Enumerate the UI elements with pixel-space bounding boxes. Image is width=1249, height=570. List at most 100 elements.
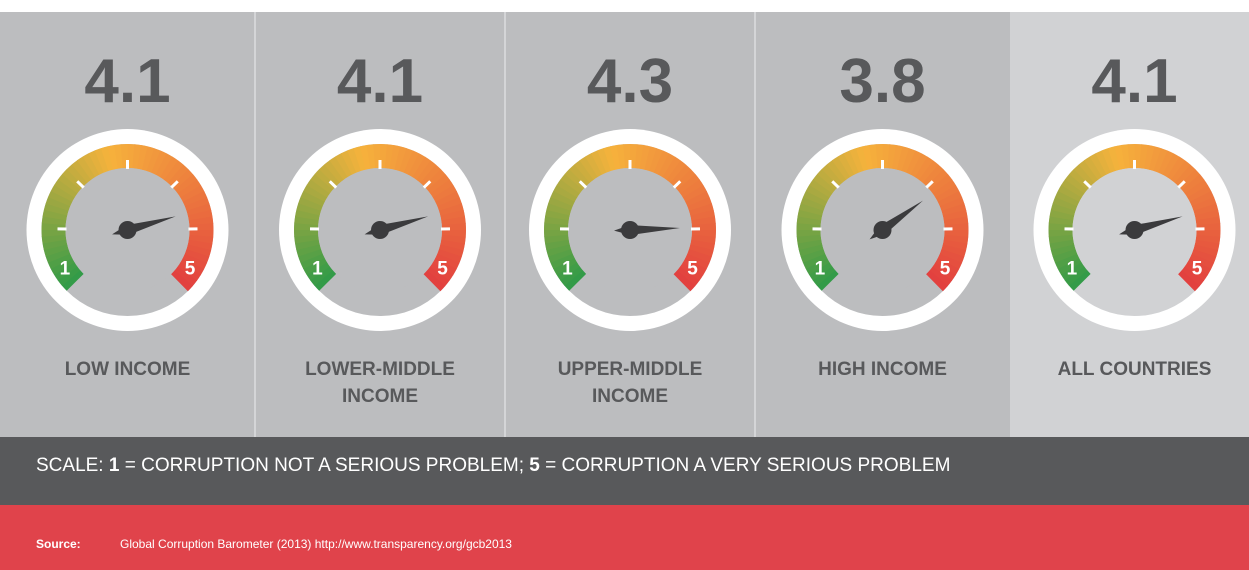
gauge-arc — [412, 156, 432, 181]
gauge-arc — [54, 178, 78, 198]
gauge-arc — [797, 209, 823, 221]
gauge-tick — [1083, 180, 1092, 189]
gauge-arc — [1095, 150, 1112, 175]
gauge-arc — [1139, 144, 1149, 169]
gauge-arc — [42, 209, 68, 221]
gauge-arc — [556, 262, 580, 281]
gauge-arc — [1061, 178, 1085, 198]
gauge-arc — [941, 203, 967, 216]
gauge-arc — [926, 169, 949, 191]
gauge-arc — [812, 173, 836, 194]
gauge-arc — [1187, 185, 1212, 203]
gauge-arc — [403, 150, 420, 175]
gauge-arc — [432, 185, 457, 203]
needle-hub — [118, 221, 137, 239]
gauge-arc — [1054, 253, 1080, 270]
gauge-arc — [1189, 253, 1214, 270]
gauge-arc — [1073, 164, 1095, 187]
gauge-arc — [427, 174, 450, 194]
gauge-arc — [82, 153, 100, 178]
gauge-arc — [1191, 249, 1217, 264]
gauge-arc — [685, 190, 710, 207]
gauge-min-label: 1 — [562, 259, 573, 280]
gauge-arc — [1050, 202, 1076, 216]
gauge-arc — [1170, 160, 1191, 184]
gauge-tick — [831, 180, 840, 189]
gauge-min-label: 1 — [60, 259, 71, 280]
value-label: 4.1 — [337, 47, 423, 116]
gauge-arc — [1060, 262, 1085, 281]
gauge-arc — [384, 144, 395, 169]
gauge-arc — [423, 169, 446, 191]
gauge-arc — [429, 262, 454, 282]
scale-band — [0, 437, 1249, 505]
gauge-arc — [1193, 244, 1219, 258]
gauge-arc — [53, 262, 78, 281]
gauge-arc — [441, 234, 466, 245]
gauge-arc — [294, 229, 319, 237]
gauge-arc — [177, 179, 202, 198]
gauge-arc — [310, 266, 333, 286]
gauge-arc — [1184, 262, 1208, 282]
gauge-arc — [690, 239, 715, 251]
gauge-arc — [1144, 145, 1156, 170]
gauge-arc — [71, 160, 92, 183]
gauge-arc — [163, 160, 184, 184]
gauge-arc — [826, 160, 847, 183]
gauge-arc — [438, 203, 464, 216]
gauge-max-label: 5 — [437, 259, 448, 280]
gauge-arc — [901, 148, 916, 173]
gauge-arc — [1068, 269, 1091, 291]
gauge-arc — [616, 144, 626, 169]
gauge-arc — [300, 253, 325, 270]
gauge-arc — [545, 209, 570, 221]
gauge-arc — [174, 266, 198, 287]
scale-prefix: SCALE: — [36, 455, 104, 476]
gauge-arc — [550, 253, 575, 270]
gauge-arc — [1158, 150, 1175, 175]
gauge-arc — [548, 248, 573, 263]
gauge-arc — [937, 190, 963, 207]
gauge-arc — [937, 253, 962, 270]
gauge-arc — [430, 179, 454, 198]
gauge-arc — [188, 234, 214, 245]
gauge-arc — [869, 144, 879, 169]
gauge-arc — [800, 248, 826, 263]
gauge-arc — [47, 253, 73, 270]
category-label: LOWER-MIDDLE INCOME — [305, 359, 455, 407]
gauge-arc — [1057, 257, 1082, 275]
gauge-arc — [1194, 239, 1220, 251]
gauge-arc — [922, 164, 944, 187]
gauge-arc — [560, 266, 583, 286]
gauge: 4.3 1 5 — [529, 47, 731, 331]
gauge-arc — [929, 174, 953, 194]
gauge-arc — [676, 266, 700, 287]
gauge-arc — [1078, 160, 1099, 183]
gauge-arc — [682, 185, 707, 203]
gauge-arc — [679, 262, 704, 282]
gauge-arc — [1048, 229, 1073, 237]
gauge-arc — [639, 145, 651, 170]
gauge-arc — [556, 178, 581, 198]
gauge-arc — [182, 253, 207, 270]
gauge-arc — [399, 148, 414, 173]
gauge-arc — [389, 145, 401, 170]
scale-low-text: = CORRUPTION NOT A SERIOUS PROBLEM; — [124, 455, 524, 476]
gauge-arc — [48, 190, 73, 207]
gauge-arc — [437, 197, 462, 212]
category-label: HIGH INCOME — [818, 359, 947, 380]
gauge-arc — [353, 146, 366, 172]
gauge-arc — [159, 156, 179, 181]
gauge-arc — [1189, 190, 1215, 207]
gauge-arc — [910, 153, 928, 178]
gauge-arc — [687, 197, 712, 212]
gauge-arc — [146, 148, 161, 173]
gauge-tick — [170, 180, 179, 189]
gauge-arc — [1162, 153, 1180, 178]
gauge-arc — [939, 197, 965, 212]
gauge-arc — [314, 269, 337, 291]
gauge-tick — [1177, 180, 1186, 189]
gauge-arc — [564, 269, 587, 291]
gauge-arc — [603, 146, 616, 172]
